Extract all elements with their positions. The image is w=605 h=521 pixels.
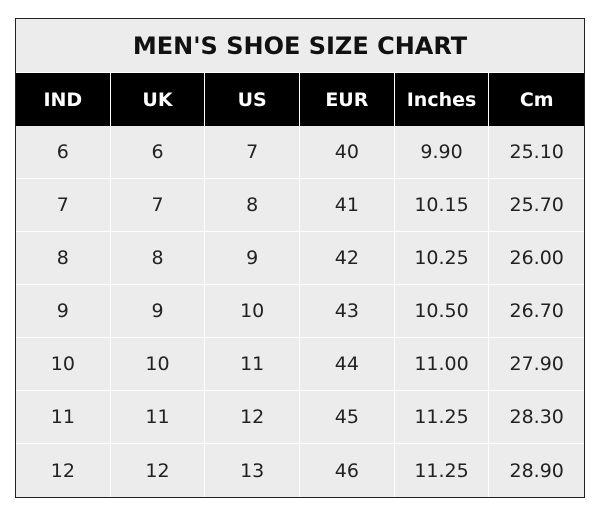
- table-cell: 9: [110, 285, 206, 338]
- table-cell: 7: [205, 126, 301, 179]
- table-cell: 28.90: [509, 459, 564, 482]
- table-cell: 13: [205, 444, 301, 497]
- table-row: 7 7 8 41 10.15 25.70: [16, 179, 585, 232]
- table-cell: 11.25: [395, 444, 490, 497]
- table-row: 10 10 11 44 11.00 27.90: [16, 338, 585, 391]
- table-cell: 8: [205, 179, 301, 232]
- table-cell: 26.70: [489, 285, 585, 338]
- table-cell: 11.00: [394, 338, 490, 391]
- table-row: 6 6 7 40 9.90 25.10: [16, 126, 585, 179]
- table-cell: 45: [300, 391, 395, 444]
- column-header: EUR: [300, 73, 395, 126]
- table-cell: 11: [16, 391, 111, 444]
- table-cell: 27.90: [489, 338, 585, 391]
- table-row: 8 8 9 42 10.25 26.00: [16, 232, 585, 285]
- table-row: 9 9 10 43 10.50 26.70: [16, 285, 585, 338]
- table-cell: 10: [205, 285, 301, 338]
- header-row: IND UK US EUR Inches Cm: [16, 73, 584, 126]
- table-cell: 12: [111, 444, 206, 497]
- table-cell: 12: [16, 444, 111, 497]
- table-cell: 25.10: [489, 126, 585, 179]
- column-header: US: [205, 73, 301, 126]
- table-cell: 10.50: [394, 285, 490, 338]
- table-cell: 6: [110, 126, 206, 179]
- table-cell: 43: [300, 285, 395, 338]
- table-title: MEN'S SHOE SIZE CHART: [16, 19, 584, 73]
- table-cell: 44: [300, 338, 395, 391]
- column-header: Cm: [519, 88, 554, 111]
- table-cell: 42: [300, 232, 395, 285]
- table-cell: 7: [16, 179, 111, 232]
- table-cell: 11.25: [394, 391, 490, 444]
- table-cell: 9: [205, 232, 301, 285]
- column-header: UK: [111, 73, 206, 126]
- table-cell: 12: [205, 391, 301, 444]
- size-chart-table: MEN'S SHOE SIZE CHART IND UK US EUR Inches Cm…: [15, 18, 585, 498]
- table-cell: 26.00: [489, 232, 585, 285]
- table-cell: 41: [300, 179, 395, 232]
- table-cell: 8: [110, 232, 206, 285]
- table-cell: 11: [205, 338, 301, 391]
- table-cell: 28.30: [489, 391, 585, 444]
- table-cell: 10.25: [394, 232, 490, 285]
- table-cell: 46: [300, 444, 395, 497]
- column-header: Inches: [395, 73, 490, 126]
- table-cell: 10: [16, 338, 111, 391]
- table-cell: 25.70: [489, 179, 585, 232]
- table-cell: 40: [300, 126, 395, 179]
- column-header: IND: [16, 73, 111, 126]
- table-cell: 8: [16, 232, 111, 285]
- table-cell: 9: [16, 285, 111, 338]
- table-cell: 6: [16, 126, 111, 179]
- table-cell: 11: [110, 391, 206, 444]
- table-cell: 10: [110, 338, 206, 391]
- table-cell: 10.15: [394, 179, 490, 232]
- table-row: 11 11 12 45 11.25 28.30: [16, 391, 585, 444]
- table-row: 12 12 13 46 11.25 28.90: [16, 444, 584, 497]
- table-cell: 7: [110, 179, 206, 232]
- table-body: 6 6 7 40 9.90 25.10 7 7 8 41 10.15 25.70 8 8 9 42 10.25 2…: [16, 126, 585, 497]
- table-cell: 9.90: [394, 126, 490, 179]
